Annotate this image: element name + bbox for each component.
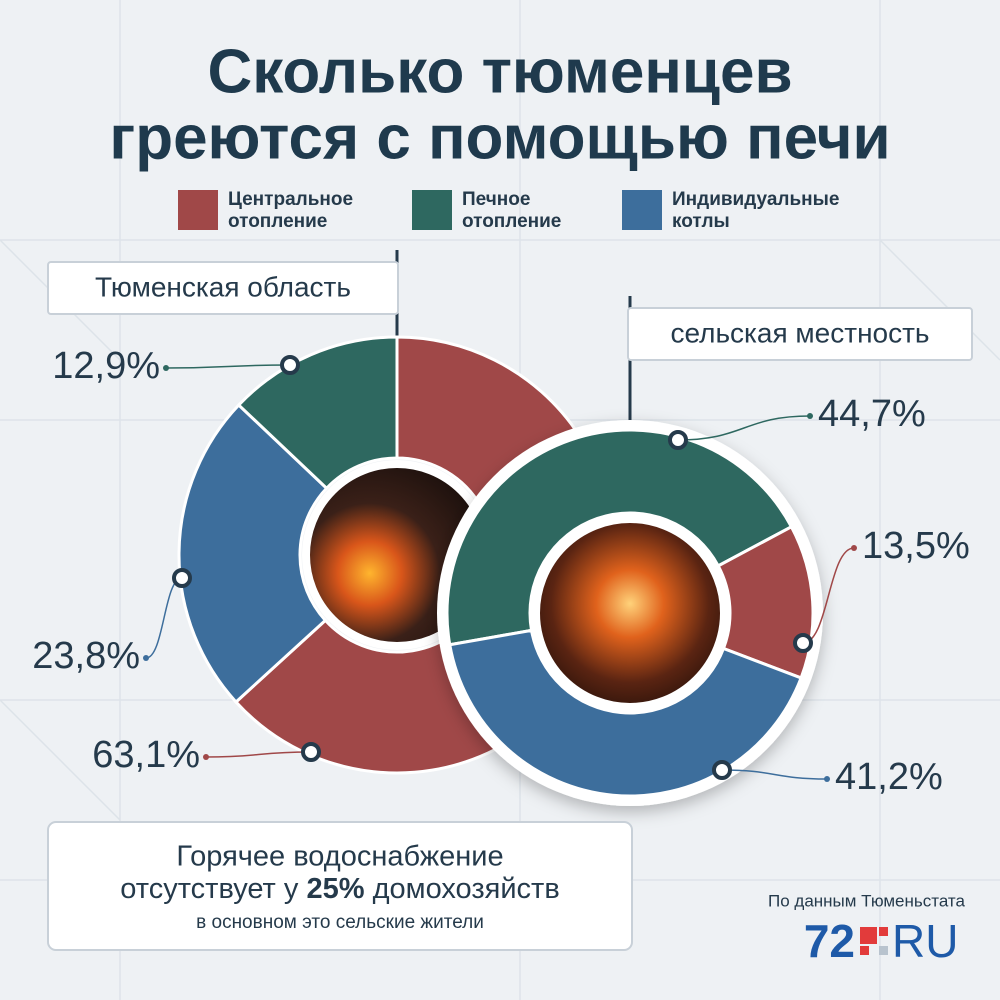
- leader-line: [165, 364, 291, 369]
- source: По данным Тюменьстата: [768, 891, 966, 910]
- legend-swatch: [412, 190, 452, 230]
- center-photo: [532, 515, 728, 711]
- segment-dot: [301, 742, 321, 762]
- donut-segment: [445, 428, 794, 647]
- segment-dot: [793, 633, 813, 653]
- legend-word: котлы: [672, 211, 730, 232]
- segment-dot: [712, 760, 732, 780]
- note-text: отсутствует у: [120, 873, 299, 905]
- segment-dot: [172, 568, 192, 588]
- note-line: в основном это сельские жители: [196, 912, 484, 933]
- donut-segment: [236, 335, 399, 491]
- leader-line: [677, 415, 811, 441]
- value-label: 12,9%: [52, 345, 160, 387]
- logo-domain: RU: [892, 915, 958, 967]
- leader-end: [824, 776, 830, 782]
- leader-end: [163, 365, 169, 371]
- note-box: [47, 821, 633, 951]
- legend-label: Печное отопление: [462, 189, 561, 232]
- note-line: отсутствует у 25% домохозяйств: [120, 873, 559, 905]
- note-text: домохозяйств: [373, 873, 560, 905]
- chart-title-box: [47, 261, 399, 315]
- legend-swatch: [178, 190, 218, 230]
- charts: Тюменская область 63,1% 23,8% 12,9% сельская…: [32, 250, 973, 806]
- value-label: 63,1%: [92, 734, 200, 776]
- donut-segment: [177, 402, 329, 705]
- leader-end: [143, 655, 149, 661]
- leader-line: [205, 751, 312, 758]
- legend-label: Индивидуальные котлы: [672, 189, 839, 232]
- chart-title-box: [627, 307, 973, 361]
- chart-title: Тюменская область: [95, 271, 351, 302]
- legend-word: отопление: [228, 211, 327, 232]
- legend-word: отопление: [462, 211, 561, 232]
- note-highlight: 25%: [306, 873, 364, 905]
- legend-word: Печное: [462, 189, 530, 210]
- donut-segment: [448, 628, 804, 798]
- chart-title: сельская местность: [670, 317, 929, 348]
- logo-number: 72: [804, 915, 855, 967]
- leader-line: [145, 577, 183, 659]
- logo-squares: [860, 927, 888, 955]
- leader-end: [807, 413, 813, 419]
- legend-word: Индивидуальные: [672, 189, 839, 210]
- leader-end: [203, 754, 209, 760]
- value-label: 13,5%: [862, 525, 970, 567]
- value-label: 41,2%: [835, 756, 943, 798]
- legend-word: Центральное: [228, 189, 353, 210]
- leader-end: [851, 545, 857, 551]
- legend-swatch: [622, 190, 662, 230]
- segment-dot: [280, 355, 300, 375]
- value-label: 23,8%: [32, 635, 140, 677]
- legend-label: Центральное отопление: [228, 189, 353, 232]
- segment-dot: [668, 430, 688, 450]
- value-label: 44,7%: [818, 393, 926, 435]
- title-line: греются с помощью печи: [109, 103, 890, 172]
- leader-line: [721, 769, 828, 780]
- note-line: Горячее водоснабжение: [176, 841, 503, 873]
- donut-chart: сельская местность 44,7% 13,5% 41,2%: [437, 296, 973, 806]
- title-line: Сколько тюменцев: [207, 37, 792, 106]
